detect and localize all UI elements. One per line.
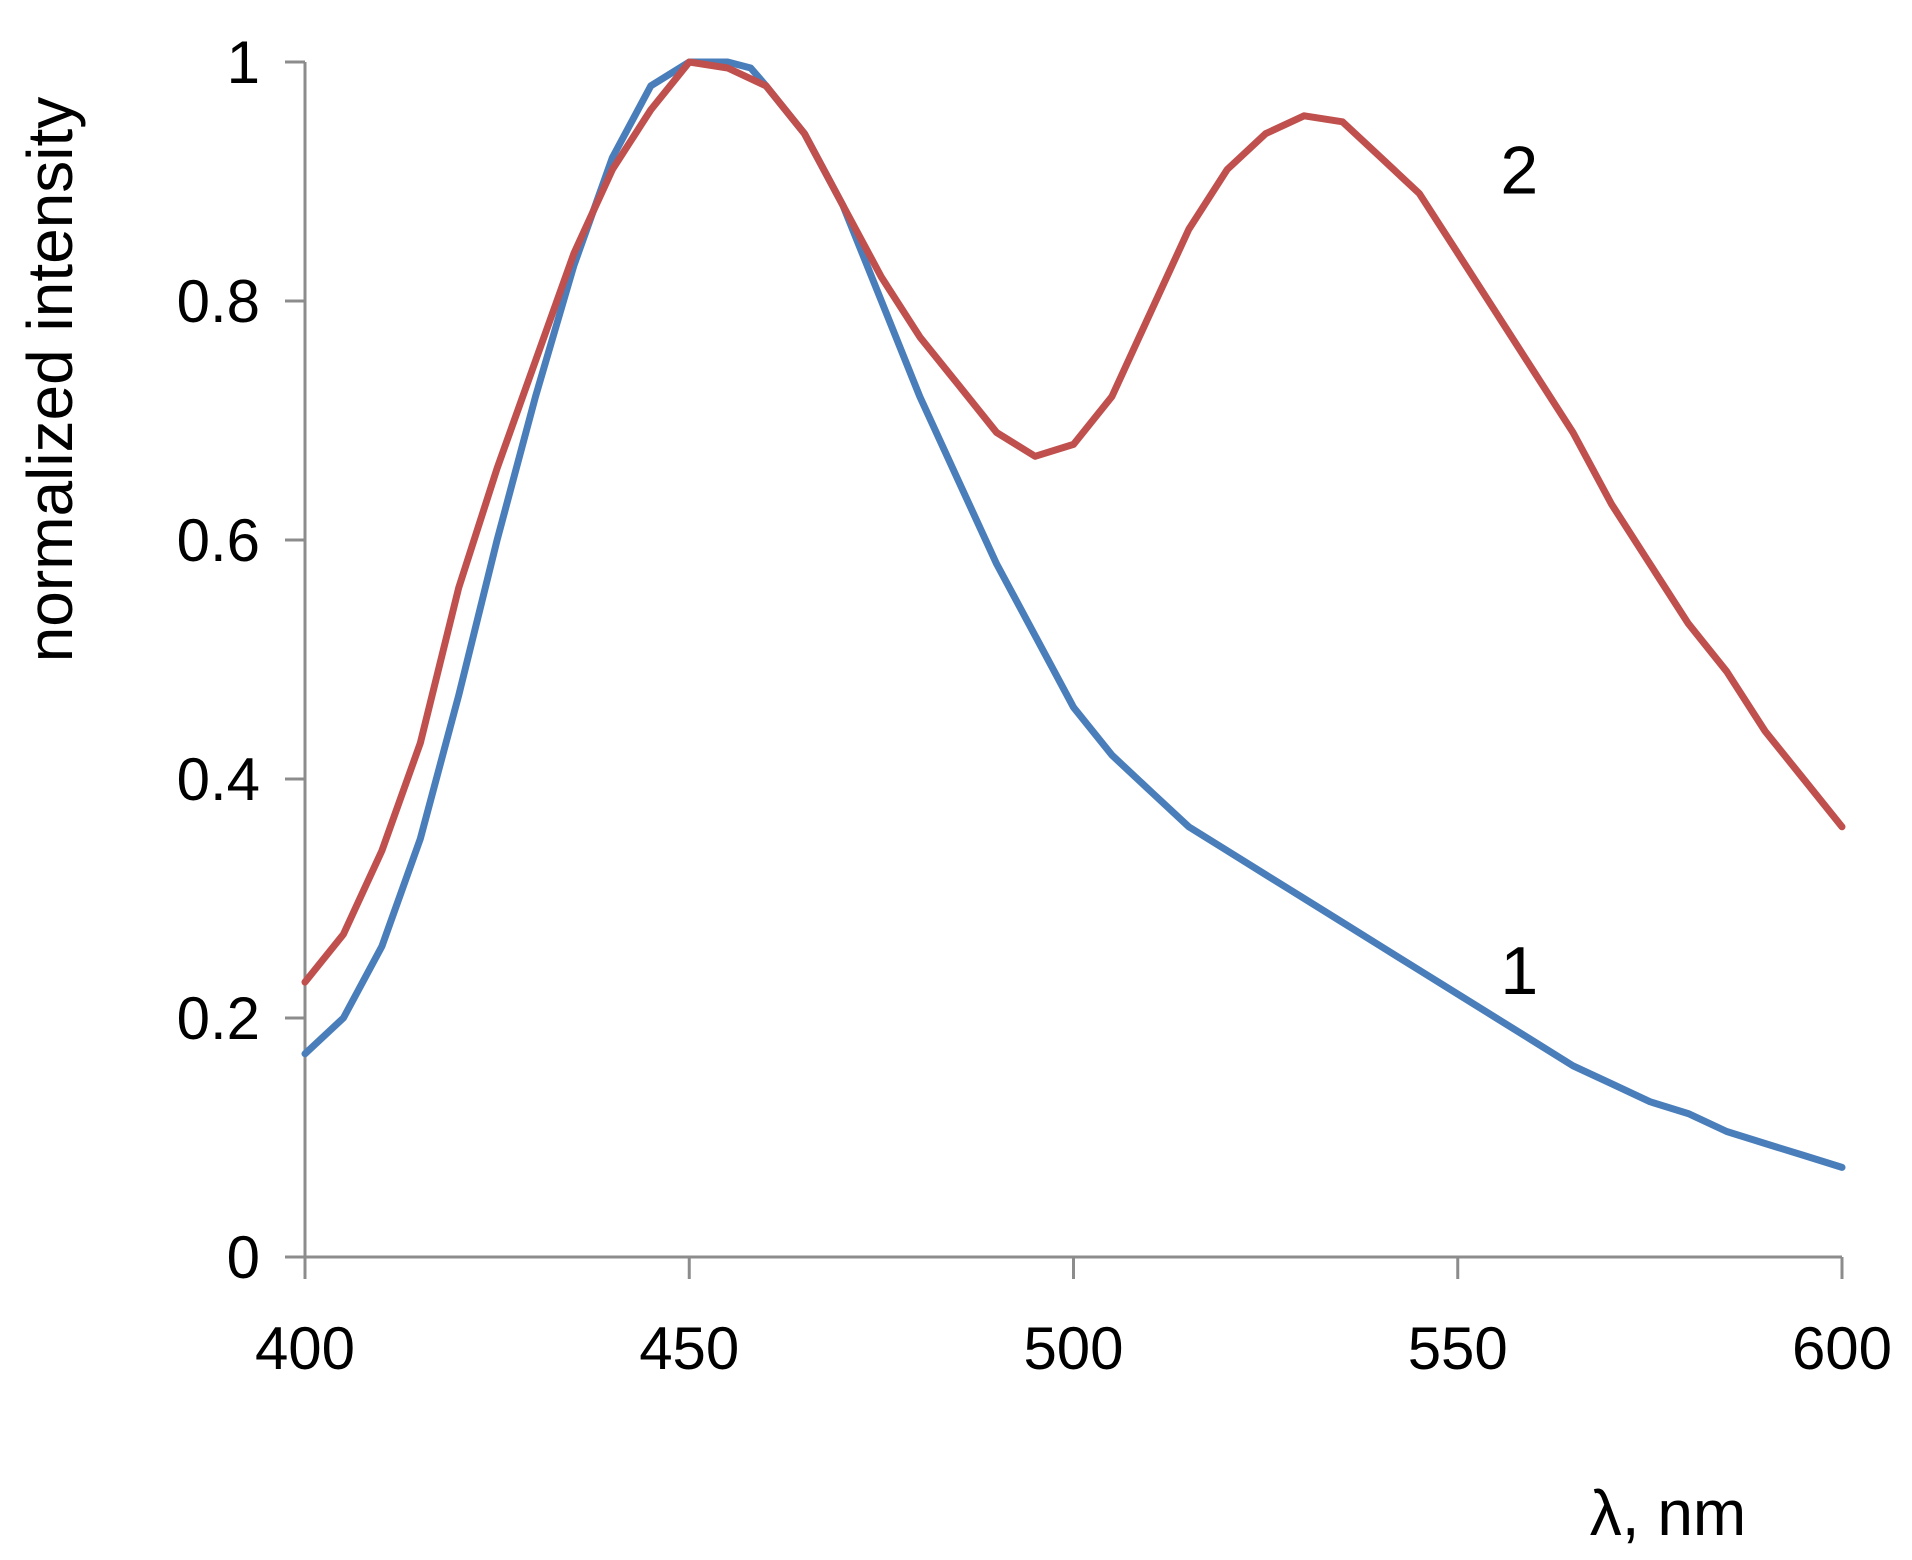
- x-tick-label: 400: [255, 1315, 355, 1382]
- x-tick-label: 600: [1792, 1315, 1892, 1382]
- series-line-2: [301, 58, 1846, 986]
- axes: [303, 62, 1842, 1259]
- labels: normalized intensity λ, nm 1 2: [14, 97, 1746, 1549]
- x-tick-label: 500: [1023, 1315, 1123, 1382]
- y-tick-label: 1: [227, 29, 260, 96]
- y-tick-label: 0.2: [177, 985, 260, 1052]
- series-line-1: [301, 58, 1846, 1171]
- y-tick-label: 0: [227, 1224, 260, 1291]
- x-tick-label: 450: [639, 1315, 739, 1382]
- y-tick-label: 0.8: [177, 268, 260, 335]
- ticks: 0 0.2 0.4 0.6 0.8 1 400 450 500 550 600: [177, 29, 1892, 1382]
- y-tick-label: 0.4: [177, 746, 260, 813]
- x-axis-title: λ, nm: [1590, 1477, 1746, 1549]
- y-tick-label: 0.6: [177, 507, 260, 574]
- y-axis-title: normalized intensity: [14, 97, 86, 663]
- series: [301, 58, 1846, 1171]
- series-label-1: 1: [1500, 933, 1538, 1009]
- x-tick-label: 550: [1408, 1315, 1508, 1382]
- series-label-2: 2: [1500, 132, 1538, 208]
